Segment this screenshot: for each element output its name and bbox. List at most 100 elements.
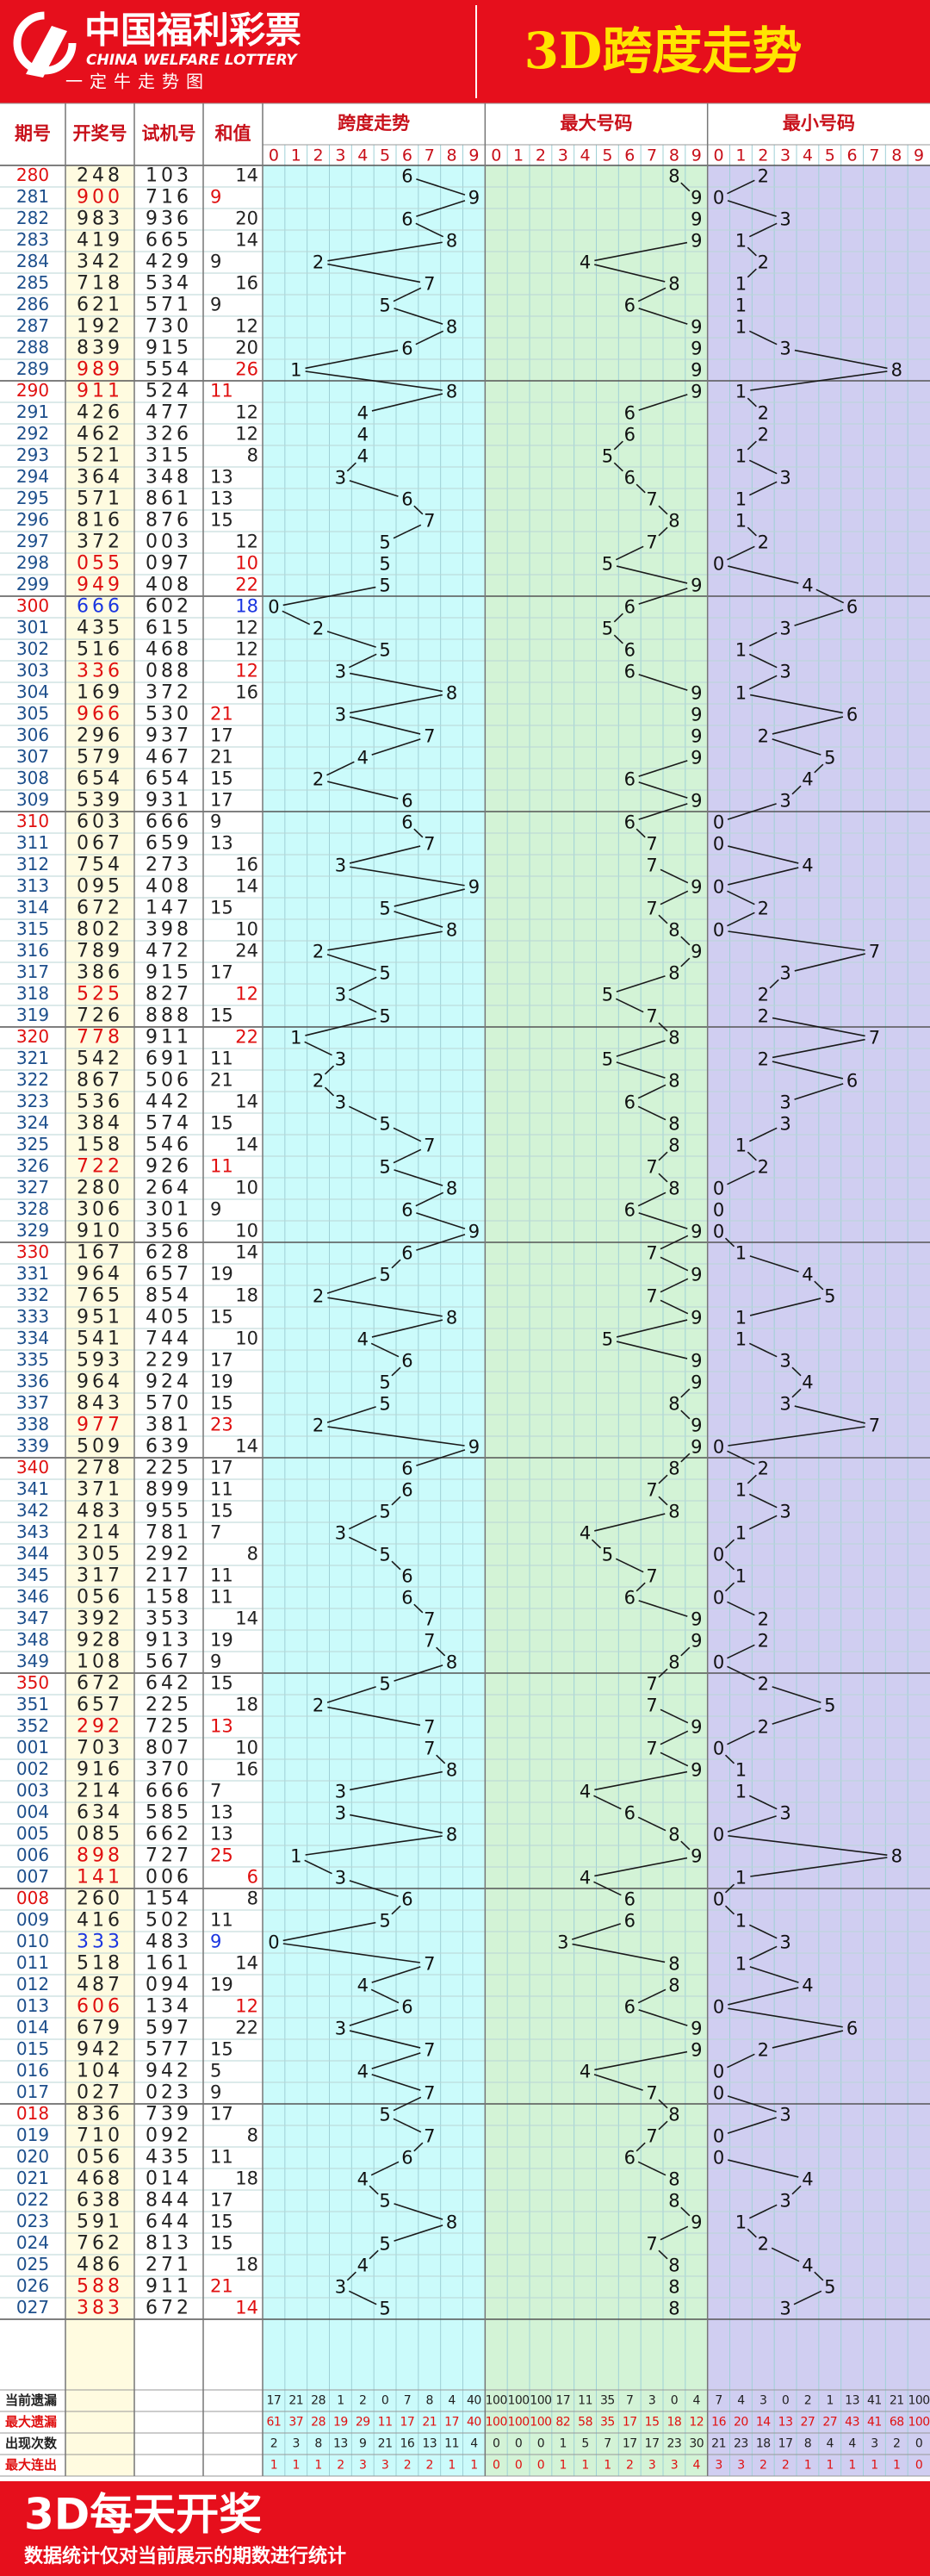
stat-value: 1 (893, 2459, 900, 2473)
period: 352 (16, 1715, 49, 1736)
trend-point: 4 (357, 748, 369, 768)
trend-point: 4 (580, 1782, 591, 1802)
trend-point: 0 (713, 1889, 724, 1910)
trend-line (680, 182, 691, 192)
trend-line (660, 1708, 689, 1724)
test-number: 570 (146, 1393, 192, 1415)
test-number: 807 (146, 1738, 192, 1759)
trend-point: 2 (313, 1696, 324, 1716)
draw-number: 317 (77, 1565, 123, 1587)
trend-point: 3 (779, 1803, 790, 1824)
period: 320 (16, 1026, 49, 1047)
sum-value: 15 (210, 1673, 233, 1694)
test-number: 134 (146, 1996, 192, 2018)
trend-point: 6 (401, 1480, 412, 1501)
trend-line (416, 1449, 466, 1466)
sum-value: 19 (210, 1372, 233, 1392)
test-number: 628 (146, 1242, 192, 1264)
trend-line (727, 2117, 777, 2134)
trend-line (680, 1388, 691, 1398)
test-number: 292 (146, 1544, 192, 1565)
stat-value: 1 (470, 2459, 477, 2473)
trend-point: 1 (735, 1523, 747, 1544)
sum-value: 11 (210, 2147, 233, 2168)
trend-point: 4 (802, 769, 813, 790)
trend-line (728, 867, 799, 886)
trend-point: 6 (624, 640, 636, 661)
test-number: 639 (146, 1436, 192, 1458)
test-number: 301 (146, 1199, 192, 1221)
stat-value: 7 (604, 2437, 611, 2451)
stat-value: 17 (555, 2394, 570, 2408)
test-number: 716 (146, 187, 192, 208)
stat-value: 3 (737, 2459, 744, 2473)
trend-line (594, 241, 688, 262)
trend-point: 9 (691, 2040, 702, 2061)
trend-point: 7 (646, 1696, 657, 1716)
trend-point: 3 (335, 468, 346, 488)
trend-line (727, 1450, 755, 1465)
stat-value: 30 (689, 2437, 704, 2451)
period: 296 (16, 509, 49, 530)
test-number: 530 (146, 704, 192, 725)
trend-line (794, 1083, 844, 1100)
trend-point: 2 (758, 166, 769, 187)
trend-point: 6 (846, 597, 858, 618)
section-header: 跨度走势 (338, 113, 410, 134)
trend-line (727, 1170, 755, 1185)
trend-point: 6 (624, 1092, 636, 1113)
trend-line (658, 505, 668, 515)
stat-value: 14 (756, 2416, 771, 2430)
trend-point: 0 (713, 1652, 724, 1673)
stat-value: 100 (908, 2394, 929, 2408)
trend-point: 1 (735, 1329, 747, 1350)
trend-point: 4 (580, 252, 591, 273)
trend-line (749, 1297, 822, 1316)
test-number: 691 (146, 1048, 192, 1070)
trend-point: 4 (802, 1265, 813, 1285)
trend-line (727, 912, 755, 927)
trend-line (394, 911, 443, 928)
trend-line (727, 1815, 777, 1832)
stat-label: 最大连出 (5, 2457, 57, 2473)
trend-line (394, 1664, 443, 1682)
test-number: 225 (146, 1458, 192, 1479)
trend-point: 7 (869, 942, 880, 962)
draw-number: 085 (77, 1824, 123, 1845)
trend-point: 9 (691, 748, 702, 768)
period: 005 (16, 1823, 49, 1844)
stat-value: 40 (467, 2394, 481, 2408)
period: 345 (16, 1565, 49, 1585)
stat-value: 100 (908, 2416, 929, 2430)
trend-point: 3 (779, 791, 790, 812)
sum-value: 11 (210, 1587, 233, 1608)
draw-number: 525 (77, 984, 123, 1005)
trend-line (350, 866, 465, 887)
stat-value: 18 (756, 2437, 771, 2451)
trend-point: 5 (824, 1286, 835, 1307)
digit-header: 1 (735, 146, 746, 165)
period: 027 (16, 2297, 49, 2318)
digit-header: 0 (714, 146, 724, 165)
digit-header: 2 (758, 146, 768, 165)
period: 014 (16, 2017, 49, 2038)
trend-point: 0 (713, 1739, 724, 1759)
column-bg (65, 165, 134, 2476)
sum-value: 9 (210, 295, 221, 315)
trend-line (728, 2007, 843, 2028)
trend-line (638, 760, 688, 777)
trend-point: 7 (646, 532, 657, 553)
trend-line (748, 330, 778, 345)
sum-value: 18 (235, 596, 258, 617)
draw-number: 509 (77, 1436, 123, 1458)
test-number: 602 (146, 596, 192, 618)
period: 010 (16, 1931, 49, 1951)
draw-number: 536 (77, 1092, 123, 1113)
trend-point: 6 (624, 662, 636, 682)
draw-number: 571 (77, 488, 123, 510)
trend-point: 3 (779, 1114, 790, 1135)
trend-line (326, 1406, 376, 1423)
trend-line (369, 2185, 379, 2195)
trend-point: 7 (646, 1674, 657, 1695)
digit-header: 3 (780, 146, 790, 165)
